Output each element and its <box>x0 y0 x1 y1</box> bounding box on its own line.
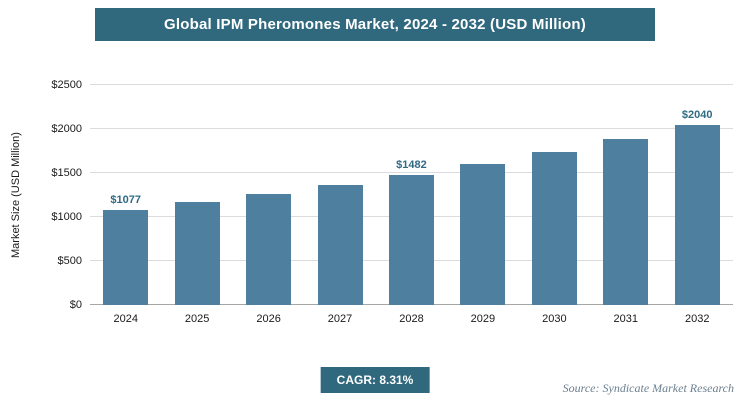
source-text: Source: Syndicate Market Research <box>562 381 734 395</box>
bar-2028 <box>388 174 434 305</box>
gridline <box>90 172 733 173</box>
y-tick-label: $2000 <box>51 123 82 135</box>
gridline <box>90 84 733 85</box>
chart-title-banner: Global IPM Pheromones Market, 2024 - 203… <box>95 8 655 41</box>
y-tick-label: $2500 <box>51 79 82 91</box>
x-tick-label-2030: 2030 <box>542 313 567 325</box>
bar-column-2026 <box>233 85 304 305</box>
bar-2032 <box>674 125 720 305</box>
bar-column-2030 <box>519 85 590 305</box>
y-tick-label: $1000 <box>51 211 82 223</box>
x-tick-label-2027: 2027 <box>327 313 353 325</box>
chart-title: Global IPM Pheromones Market, 2024 - 203… <box>164 16 586 33</box>
gridline <box>90 128 733 129</box>
bar-column-2024: $1077 <box>90 85 161 305</box>
x-tick-label-2031: 2031 <box>613 313 639 325</box>
x-axis-ticks: 2024 2025 2026 2027 2028 2029 2030 2031 2032 <box>90 313 733 325</box>
x-tick-label-2025: 2025 <box>184 313 210 325</box>
bar-2026 <box>246 193 292 305</box>
bar-column-2029 <box>447 85 518 305</box>
x-tick-label-2028: 2028 <box>399 313 424 325</box>
bar-2027 <box>317 184 363 305</box>
y-axis-title: Market Size (USD Million) <box>10 132 22 258</box>
bar-column-2032: $2040 <box>662 85 733 305</box>
bar-column-2027 <box>304 85 375 305</box>
bar-column-2025 <box>161 85 232 305</box>
y-tick-label: $500 <box>57 255 82 267</box>
bar-series: $1077 $1482 $2040 <box>90 85 733 305</box>
bar-2024 <box>103 210 149 305</box>
cagr-badge: CAGR: 8.31% <box>320 367 430 393</box>
bar-2030 <box>531 152 577 305</box>
bar-2029 <box>460 163 506 305</box>
x-tick-label-2024: 2024 <box>113 313 138 325</box>
y-axis-ticks: $0 $500 $1000 $1500 $2000 $2500 <box>36 79 82 311</box>
plot-area: $1077 $1482 $2040 <box>90 84 733 305</box>
bar-column-2031 <box>590 85 661 305</box>
bar-2031 <box>603 139 649 305</box>
x-tick-label-2032: 2032 <box>684 313 710 325</box>
bar-2025 <box>174 202 220 305</box>
y-tick-label: $1500 <box>51 167 82 179</box>
bar-value-label-2024: $1077 <box>110 194 142 207</box>
x-tick-label-2026: 2026 <box>256 313 281 325</box>
bar-column-2028: $1482 <box>376 85 447 305</box>
bar-value-label-2032: $2040 <box>681 109 713 122</box>
y-tick-label: $0 <box>69 299 82 311</box>
x-tick-label-2029: 2029 <box>470 313 496 325</box>
bar-value-label-2028: $1482 <box>396 158 427 171</box>
